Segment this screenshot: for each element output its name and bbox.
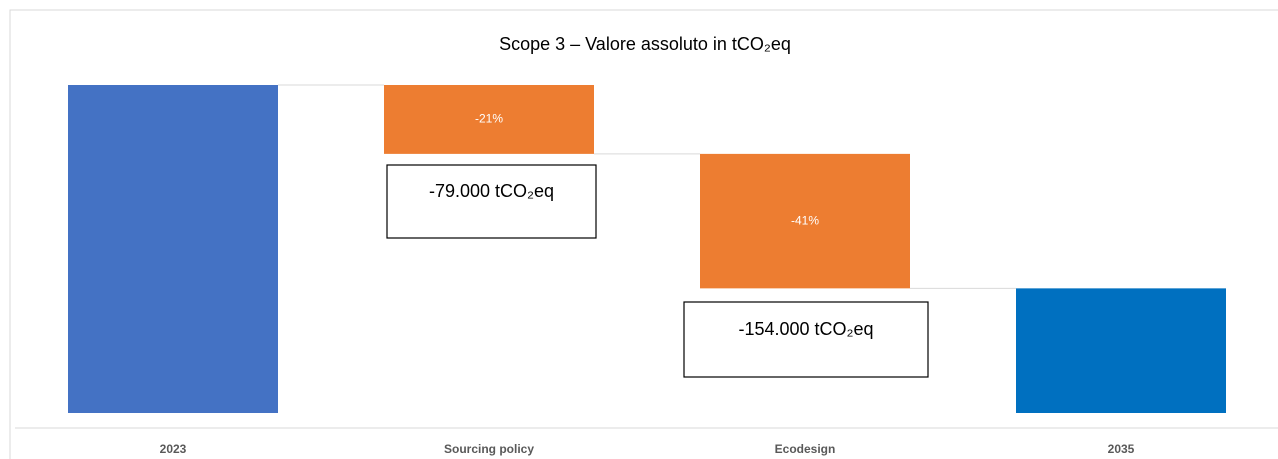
bar	[384, 85, 594, 154]
x-tick-label: Ecodesign	[775, 442, 836, 456]
annotation-box	[386, 164, 597, 239]
bar	[700, 153, 910, 289]
annotation: -154.000 tCO₂eq	[738, 319, 873, 339]
value-label: -41%	[791, 213, 819, 227]
x-tick-label: 2023	[160, 442, 187, 456]
x-tick-label: Sourcing policy	[444, 442, 534, 456]
bar	[1016, 288, 1226, 413]
chart-border	[9, 9, 1278, 459]
bar	[68, 85, 278, 413]
x-tick-label: 2035	[1108, 442, 1135, 456]
annotation: -79.000 tCO₂eq	[429, 181, 554, 201]
chart-title: Scope 3 – Valore assoluto in tCO₂eq	[499, 34, 791, 54]
annotation-box	[683, 301, 929, 378]
value-label: -21%	[475, 112, 503, 126]
